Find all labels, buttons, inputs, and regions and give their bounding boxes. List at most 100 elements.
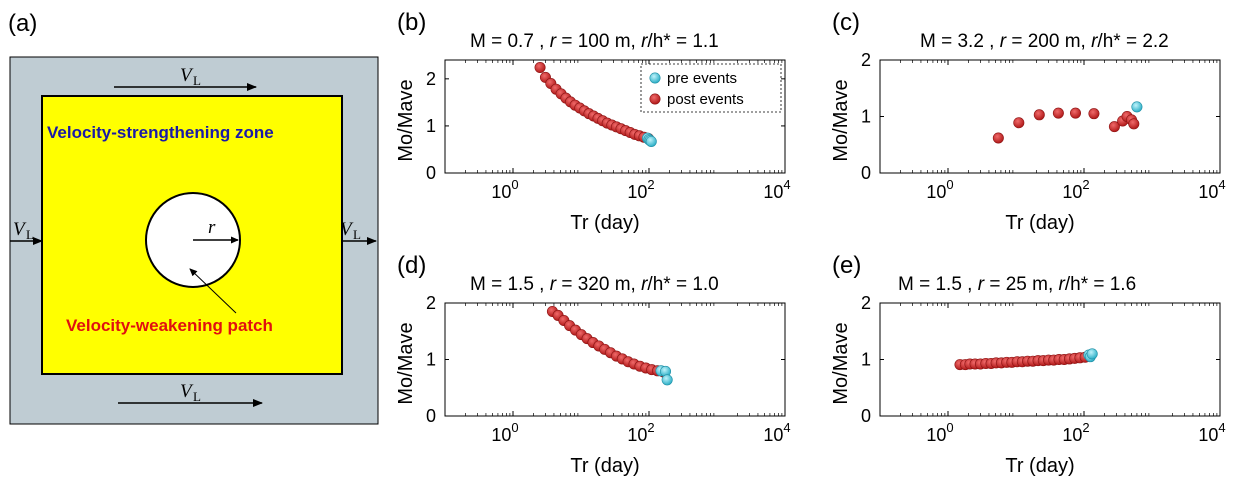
title-part-r_sym: r [550,31,557,52]
series-post-events [534,62,655,145]
title-part-r_val: = 200 m, [1006,31,1091,52]
x-axis-label-d: Tr (day) [570,455,639,477]
series-pre-events [1083,348,1098,363]
title-part-r_sym: r [550,274,557,295]
data-point-pre [1086,348,1098,360]
title-part-r_val: = 100 m, [556,31,641,52]
x-tick-base: 10 [1198,425,1218,445]
y-axis-label-b: Mo/Mave [395,79,417,161]
panel-d-label: (d) [397,252,426,279]
data-point-post [1088,108,1100,120]
y-tick-label-b: 1 [426,116,436,136]
series-post-events [992,107,1140,144]
x-tick-label-d: 104 [763,420,790,445]
title-part-rh_val: /h* = 1.0 [647,274,718,295]
loading-label-left: V [13,219,27,240]
data-point-post [534,62,546,74]
data-point-post [1013,117,1025,129]
x-tick-exponent: 4 [1218,420,1225,435]
chart-d: (d)M = 1.5 , r = 320 m, r/h* = 1.0012100… [395,252,791,477]
loading-arrow-right: V L [340,219,377,245]
x-tick-label-d: 100 [491,420,518,445]
x-tick-base: 10 [926,425,946,445]
title-part-r_val: = 25 m, [984,274,1058,295]
x-axis-label-e: Tr (day) [1005,455,1074,477]
x-tick-exponent: 2 [1082,177,1089,192]
x-tick-label-e: 102 [1062,420,1089,445]
chart-b: (b)M = 0.7 , r = 100 m, r/h* = 1.1012100… [395,9,791,234]
series-pre-events [1131,101,1143,113]
y-tick-label-b: 2 [426,69,436,89]
strengthening-zone-label: Velocity-strengthening zone [47,123,274,142]
x-tick-exponent: 4 [1218,177,1225,192]
loading-arrow-top: V L [114,65,257,91]
loading-sub-left: L [26,227,34,242]
x-tick-exponent: 4 [783,177,790,192]
loading-label-bottom: V [180,381,194,402]
chart-c: (c)M = 3.2 , r = 200 m, r/h* = 2.2012100… [830,9,1226,234]
loading-arrow-left: V L [10,219,43,245]
x-tick-label-b: 102 [627,177,654,202]
y-axis-label-e: Mo/Mave [830,322,852,404]
x-tick-label-c: 102 [1062,177,1089,202]
loading-arrow-bottom: V L [118,381,263,407]
legend-box [640,63,782,113]
title-part-r_val: = 320 m, [556,274,641,295]
x-tick-base: 10 [1062,182,1082,202]
y-tick-label-c: 1 [861,107,871,127]
title-part-m: M = 1.5 , [898,274,978,295]
series-post-events [546,305,669,378]
title-part-m: M = 0.7 , [470,31,550,52]
y-tick-label-e: 1 [861,350,871,370]
loading-sub-right: L [353,227,361,242]
title-part-rh_val: /h* = 1.1 [647,31,718,52]
loading-sub-top: L [193,73,201,88]
legend-marker-post [649,93,661,105]
x-tick-exponent: 2 [647,420,654,435]
x-tick-label-b: 100 [491,177,518,202]
data-point-post [1052,107,1064,119]
title-part-m: M = 1.5 , [470,274,550,295]
series-pre-events [655,365,673,386]
x-tick-base: 10 [763,182,783,202]
y-tick-label-c: 2 [861,50,871,70]
title-part-rh_sym: r [641,274,648,295]
y-tick-label-b: 0 [426,163,436,183]
x-tick-base: 10 [1198,182,1218,202]
x-tick-base: 10 [1062,425,1082,445]
chart-e-title: M = 1.5 , r = 25 m, r/h* = 1.6 [898,274,1136,295]
x-tick-exponent: 4 [783,420,790,435]
title-part-r_sym: r [1000,31,1007,52]
loading-label-top: V [180,65,194,86]
charts: (b)M = 0.7 , r = 100 m, r/h* = 1.1012100… [395,9,1226,477]
x-tick-base: 10 [926,182,946,202]
chart-d-title: M = 1.5 , r = 320 m, r/h* = 1.0 [470,274,719,295]
title-part-r_sym: r [978,274,985,295]
chart-b-title: M = 0.7 , r = 100 m, r/h* = 1.1 [470,31,719,52]
x-tick-exponent: 0 [511,177,518,192]
legend-label-pre: pre events [667,70,737,87]
panel-c-label: (c) [832,9,860,36]
legend-label-post: post events [667,91,744,108]
x-tick-label-b: 104 [763,177,790,202]
x-tick-label-e: 104 [1198,420,1225,445]
y-axis-label-d: Mo/Mave [395,322,417,404]
x-axis-label-c: Tr (day) [1005,212,1074,234]
chart-c-title: M = 3.2 , r = 200 m, r/h* = 2.2 [920,31,1169,52]
legend-marker-pre [649,72,661,84]
panel-a-diagram: (a) Velocity-strengthening zone Velocity… [8,10,379,425]
weakening-patch-label: Velocity-weakening patch [66,316,273,335]
y-tick-label-e: 0 [861,406,871,426]
data-point-post [1128,118,1140,130]
y-tick-label-d: 1 [426,350,436,370]
title-part-rh_val: /h* = 1.6 [1065,274,1136,295]
y-tick-label-e: 2 [861,293,871,313]
panel-b-label: (b) [397,9,426,36]
patch-pointer-arrow [189,268,237,314]
title-part-rh_sym: r [641,31,648,52]
x-tick-label-c: 104 [1198,177,1225,202]
y-tick-label-d: 2 [426,293,436,313]
data-point-post [1108,121,1120,133]
